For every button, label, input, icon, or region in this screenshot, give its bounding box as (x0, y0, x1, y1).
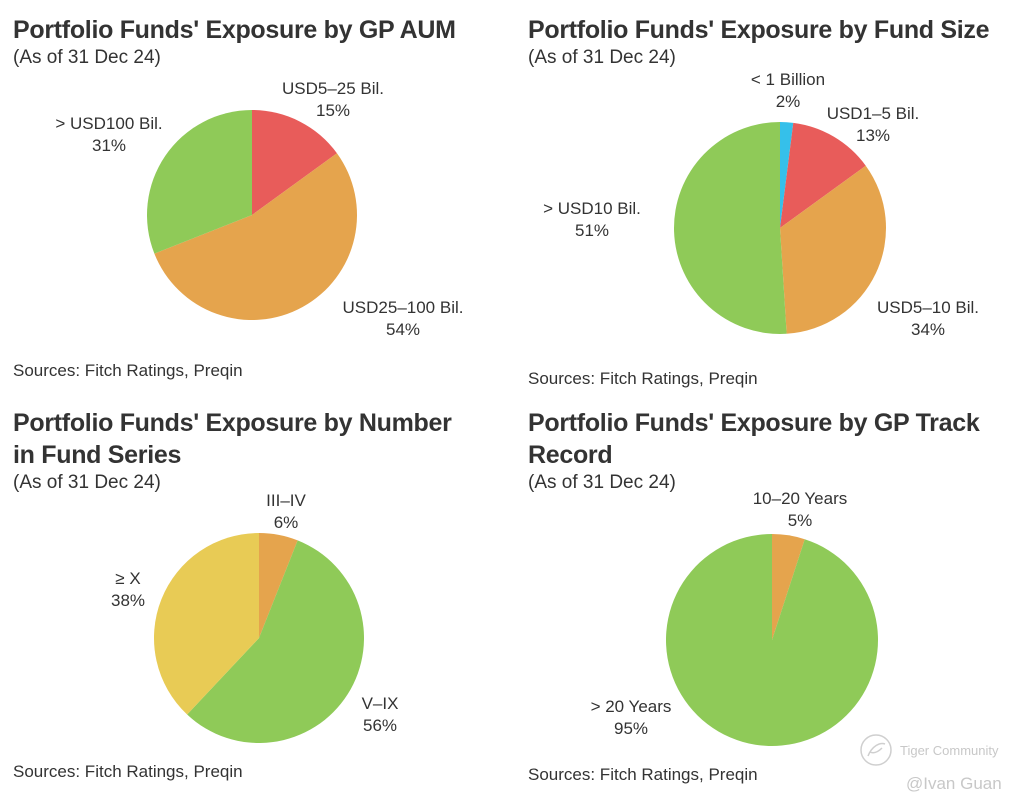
slice-label: < 1 Billion (751, 70, 825, 89)
chart-panel-track-record: Portfolio Funds' Exposure by GP Track Re… (528, 407, 1018, 797)
watermark-brand: Tiger Community (900, 743, 999, 758)
pie-slice (146, 110, 252, 254)
pie-chart: 10–20 Years 5% > 20 Years 95% (591, 489, 878, 747)
slice-label: 10–20 Years (753, 489, 848, 508)
chart-panel-fund-size: Portfolio Funds' Exposure by Fund Size (… (528, 14, 1018, 394)
slice-label: ≥ X (115, 569, 140, 588)
slice-value-label: 51% (575, 221, 609, 240)
slice-value-label: 56% (363, 716, 397, 735)
chart-subtitle: (As of 31 Dec 24) (528, 472, 676, 493)
pie-slice (187, 540, 364, 743)
pie-chart: III–IV 6% V–IX 56% ≥ X 38% (111, 491, 399, 743)
slice-label: > USD100 Bil. (55, 114, 162, 133)
chart-source: Sources: Fitch Ratings, Preqin (528, 369, 758, 388)
watermark: Tiger Community @Ivan Guan (858, 730, 1024, 807)
chart-title: Portfolio Funds' Exposure by Number in F… (13, 409, 452, 469)
pie-slice (673, 122, 787, 335)
slice-value-label: 6% (274, 513, 299, 532)
slice-label: III–IV (266, 491, 306, 510)
chart-panel-gp-aum: Portfolio Funds' Exposure by GP AUM (As … (13, 14, 503, 394)
slice-label: USD5–10 Bil. (877, 298, 979, 317)
chart-title: Portfolio Funds' Exposure by Fund Size (528, 16, 990, 44)
slice-label: > USD10 Bil. (543, 199, 641, 218)
slice-label: > 20 Years (591, 697, 672, 716)
pie-slice (259, 533, 298, 638)
pie-slice (154, 153, 357, 321)
slice-value-label: 2% (776, 92, 801, 111)
slice-value-label: 54% (386, 320, 420, 339)
chart-panel-fund-series: Portfolio Funds' Exposure by Number in F… (13, 407, 503, 797)
chart-subtitle: (As of 31 Dec 24) (13, 472, 161, 493)
slice-value-label: 5% (788, 511, 813, 530)
watermark-handle: @Ivan Guan (906, 774, 1002, 793)
slice-label: USD5–25 Bil. (282, 79, 384, 98)
pie-slice (780, 165, 886, 334)
slice-label: V–IX (362, 694, 399, 713)
pie-slice (780, 122, 794, 228)
pie-slice (780, 122, 866, 228)
slice-value-label: 34% (911, 320, 945, 339)
slice-value-label: 13% (856, 126, 890, 145)
chart-source: Sources: Fitch Ratings, Preqin (528, 765, 758, 784)
slice-value-label: 31% (92, 136, 126, 155)
chart-source: Sources: Fitch Ratings, Preqin (13, 361, 243, 380)
pie-chart: USD5–25 Bil. 15% USD25–100 Bil. 54% > USD100… (55, 79, 464, 339)
pie-slice (772, 534, 805, 640)
slice-label: USD1–5 Bil. (827, 104, 920, 123)
chart-subtitle: (As of 31 Dec 24) (13, 47, 161, 68)
tiger-community-logo-icon (860, 734, 892, 766)
slice-label: USD25–100 Bil. (343, 298, 464, 317)
slice-value-label: 38% (111, 591, 145, 610)
pie-slice (154, 533, 259, 715)
pie-slice (666, 534, 878, 747)
chart-source: Sources: Fitch Ratings, Preqin (13, 762, 243, 781)
slice-value-label: 95% (614, 719, 648, 738)
pie-slice (252, 110, 337, 215)
slice-value-label: 15% (316, 101, 350, 120)
chart-subtitle: (As of 31 Dec 24) (528, 47, 676, 68)
chart-title: Portfolio Funds' Exposure by GP Track Re… (528, 409, 980, 469)
pie-chart: < 1 Billion 2% USD1–5 Bil. 13% USD5–10 Bil. 3… (543, 70, 979, 339)
chart-title: Portfolio Funds' Exposure by GP AUM (13, 16, 456, 44)
